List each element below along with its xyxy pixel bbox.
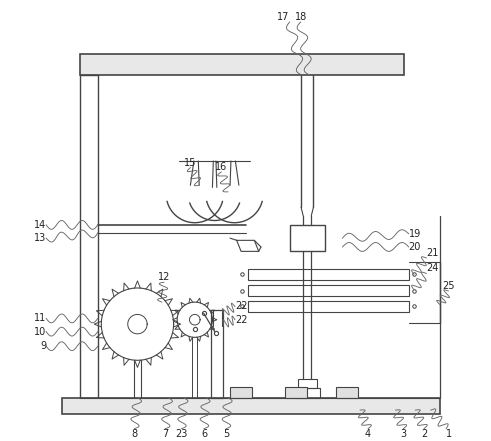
Text: 8: 8: [131, 429, 137, 439]
Bar: [211, 310, 223, 398]
Text: 17: 17: [277, 12, 290, 22]
Text: 19: 19: [409, 229, 421, 239]
Text: 15: 15: [184, 157, 196, 168]
Text: 7: 7: [162, 429, 168, 439]
Text: 11: 11: [34, 314, 46, 323]
Bar: [298, 379, 317, 388]
Text: 2: 2: [421, 429, 427, 439]
Bar: [80, 54, 404, 75]
Text: 5: 5: [223, 429, 229, 439]
Text: 16: 16: [215, 162, 227, 172]
Text: 22: 22: [235, 302, 247, 311]
Text: 22: 22: [235, 315, 247, 325]
Bar: [285, 387, 307, 398]
Bar: [247, 301, 409, 312]
Text: 14: 14: [34, 220, 46, 230]
Bar: [80, 75, 98, 398]
Text: 3: 3: [400, 429, 407, 439]
Text: 10: 10: [34, 327, 46, 336]
Text: 21: 21: [426, 248, 438, 258]
Text: 24: 24: [426, 263, 438, 273]
Text: 9: 9: [40, 341, 46, 351]
Bar: [247, 269, 409, 280]
Bar: [290, 225, 325, 251]
Bar: [247, 285, 409, 296]
Text: 13: 13: [34, 233, 46, 243]
Text: 1: 1: [446, 429, 452, 439]
Text: 18: 18: [295, 12, 307, 22]
Text: 4: 4: [365, 429, 371, 439]
Text: 12: 12: [158, 272, 170, 282]
Bar: [294, 388, 321, 398]
Text: 23: 23: [175, 429, 188, 439]
Bar: [62, 398, 439, 414]
Text: 6: 6: [201, 429, 207, 439]
Bar: [336, 387, 358, 398]
Text: 25: 25: [442, 281, 455, 291]
Bar: [230, 387, 252, 398]
Text: 20: 20: [409, 242, 421, 252]
